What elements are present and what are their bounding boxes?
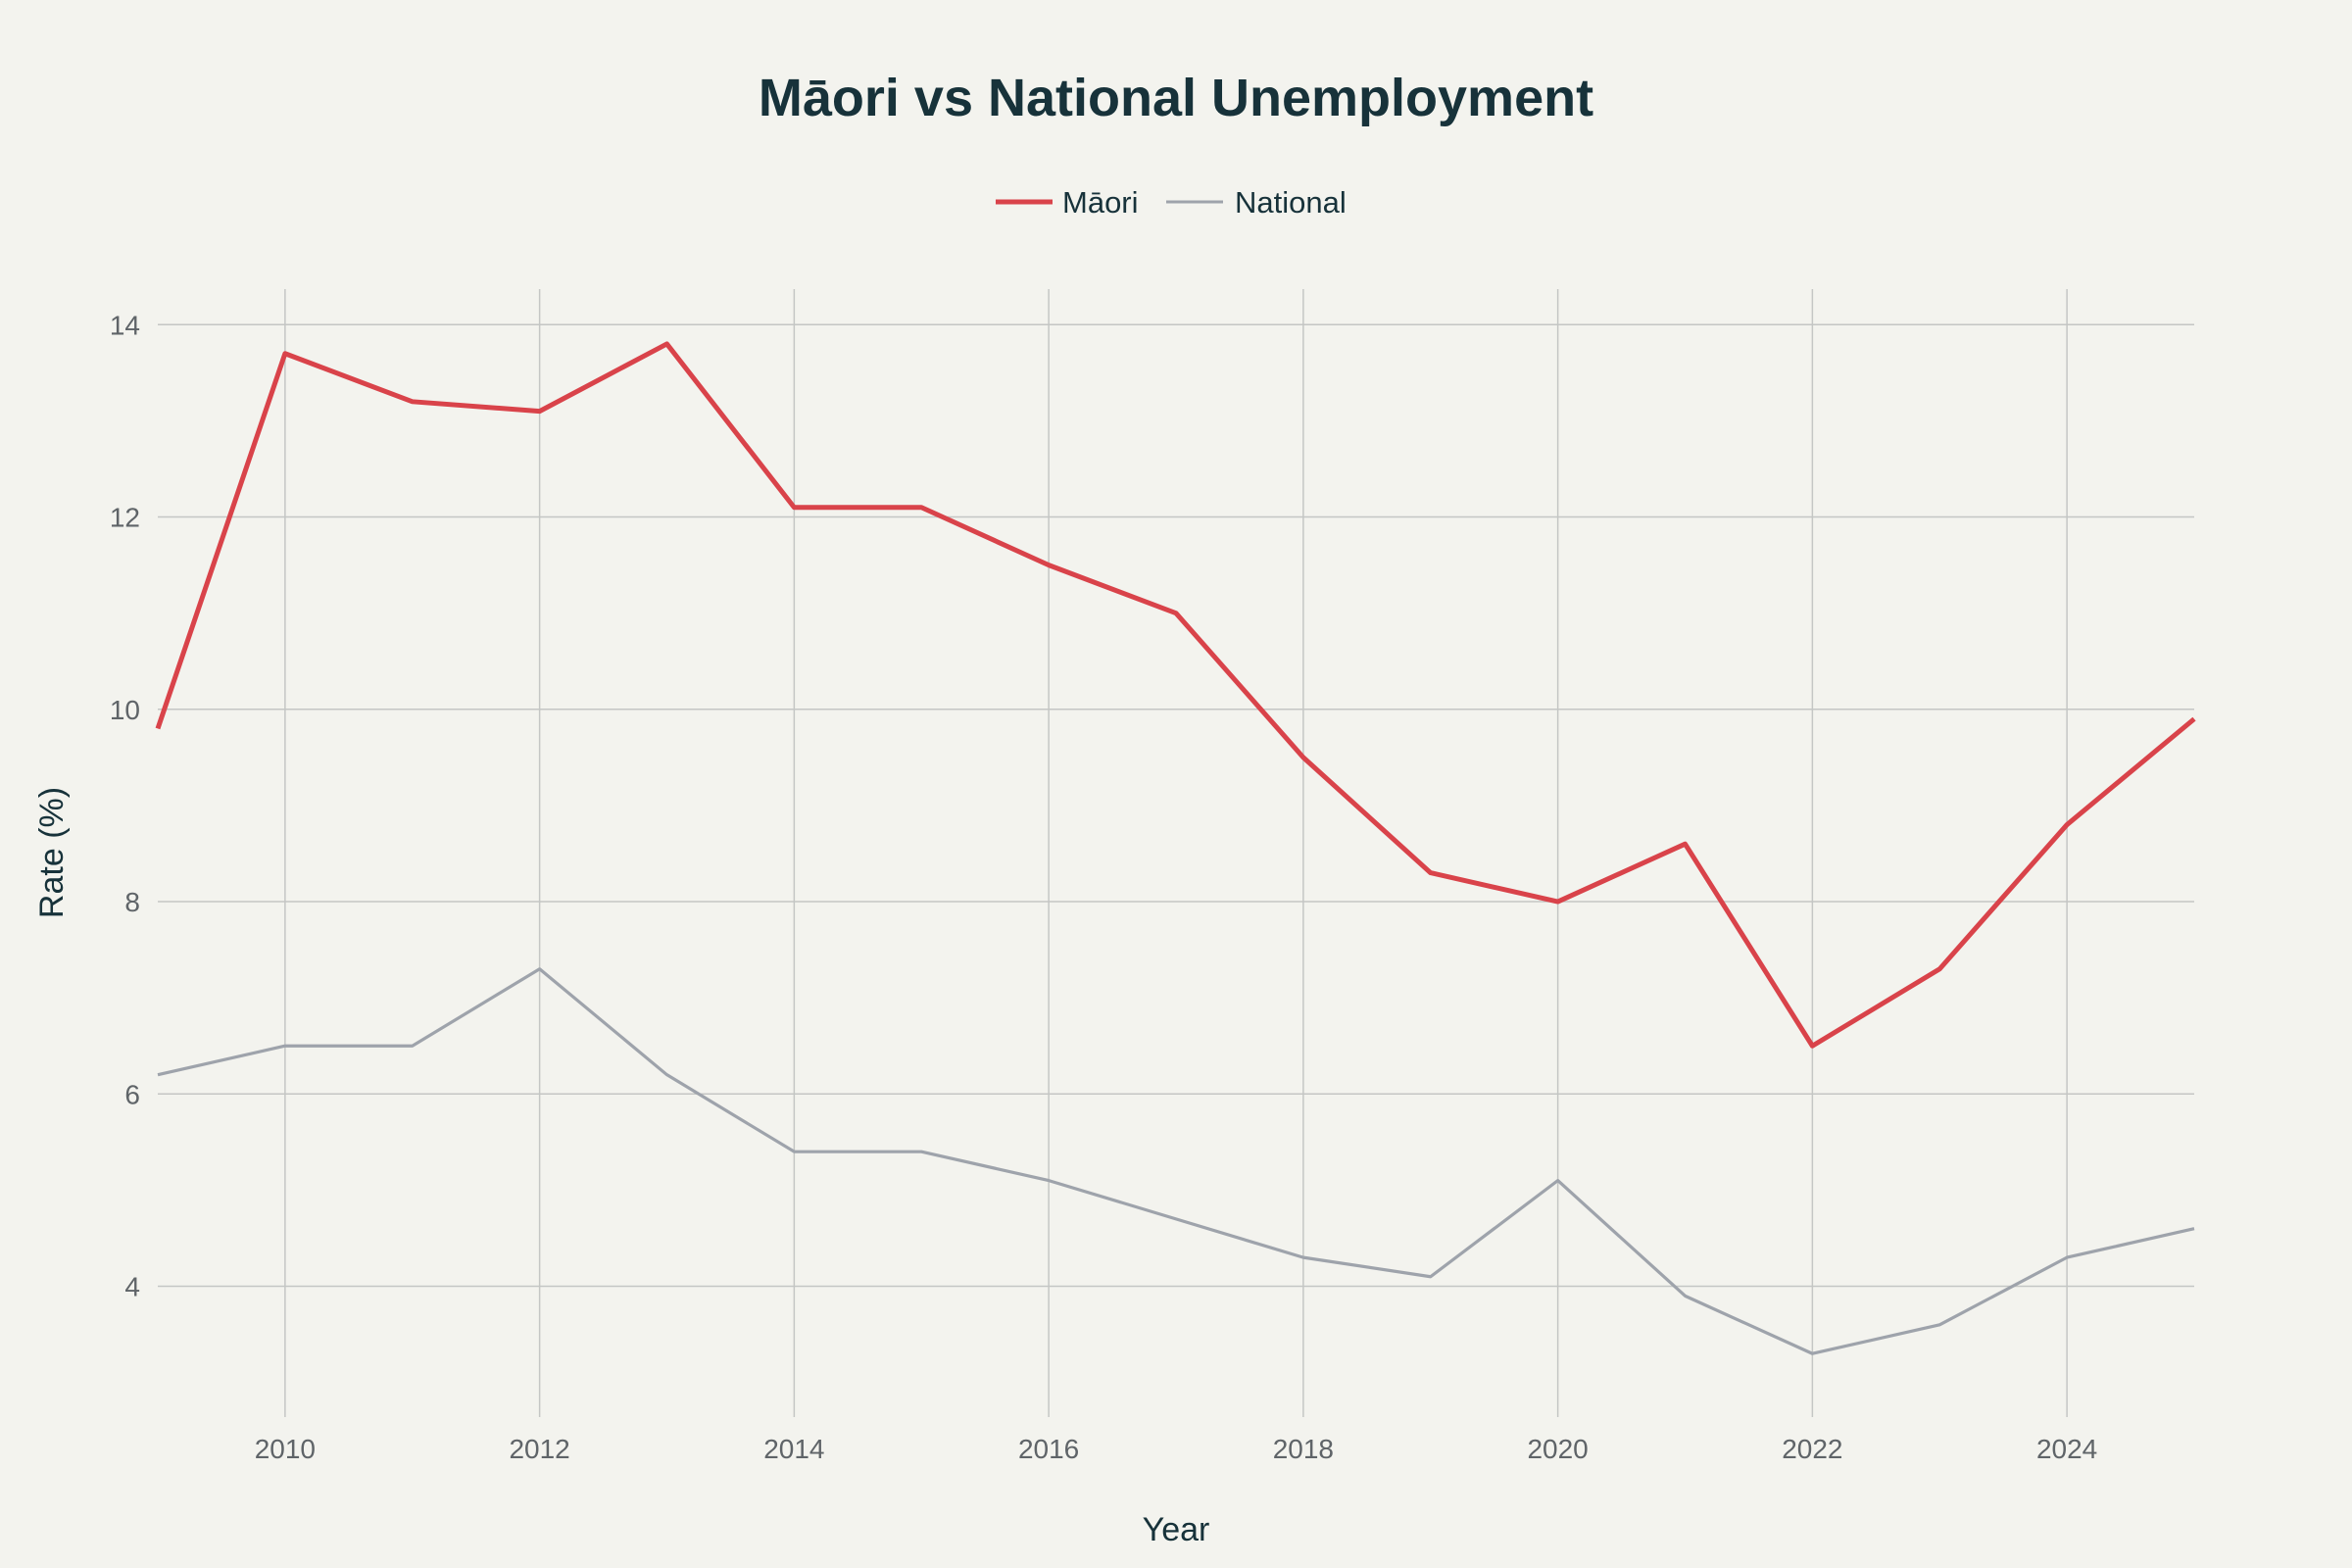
legend: Māori National <box>996 185 1347 220</box>
x-tick-label: 2024 <box>2036 1434 2097 1464</box>
x-tick-label: 2020 <box>1527 1434 1588 1464</box>
y-tick-label: 14 <box>110 310 140 340</box>
y-tick-label: 4 <box>124 1272 140 1302</box>
y-tick-label: 10 <box>110 695 140 725</box>
x-tick-label: 2016 <box>1018 1434 1079 1464</box>
legend-label-national: National <box>1235 185 1347 220</box>
y-tick-label: 8 <box>124 887 140 917</box>
grid <box>158 289 2194 1417</box>
x-tick-label: 2012 <box>509 1434 569 1464</box>
y-tick-label: 12 <box>110 503 140 533</box>
axis-ticks: 2010 2012 2014 2016 2018 2020 2022 2024 4 6 8 10 12 1… <box>110 310 2097 1464</box>
series-line-national <box>157 967 2195 1355</box>
legend-label-maori: Māori <box>1062 185 1139 220</box>
x-axis-label: Year <box>1143 1511 1210 1548</box>
chart-title: Māori vs National Unemployment <box>759 69 1593 127</box>
y-axis-label: Rate (%) <box>33 787 71 918</box>
x-tick-label: 2010 <box>255 1434 316 1464</box>
series-line-maori <box>155 341 2196 1049</box>
x-tick-label: 2022 <box>1782 1434 1842 1464</box>
x-tick-label: 2018 <box>1273 1434 1334 1464</box>
x-tick-label: 2014 <box>763 1434 824 1464</box>
y-tick-label: 6 <box>124 1079 140 1109</box>
series-lines <box>155 341 2196 1355</box>
